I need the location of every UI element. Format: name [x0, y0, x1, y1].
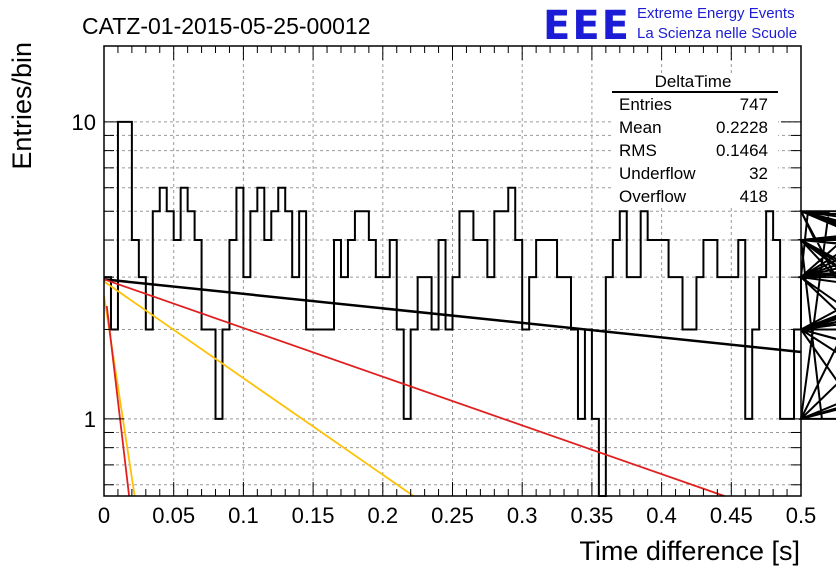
x-tick-label: 0.1: [228, 503, 259, 528]
stats-title: DeltaTime: [655, 72, 732, 91]
x-tick-labels: 0 0.05 0.1 0.15 0.2 0.25 0.3 0.35 0.4 0.45 0.5: [98, 503, 816, 528]
stats-row-value: 0.1464: [716, 141, 768, 160]
stats-row-label: Underflow: [619, 164, 696, 183]
fit-line-2: [103, 278, 725, 497]
y-tick-label: 1: [84, 407, 96, 432]
stats-row-value: 418: [740, 187, 768, 206]
y-tick-labels: 1 10: [72, 110, 96, 432]
y-axis-label: Entries/bin: [7, 42, 37, 170]
x-tick-label: 0.4: [646, 503, 677, 528]
chart-title: CATZ-01-2015-05-25-00012: [82, 13, 371, 39]
x-tick-label: 0.45: [710, 503, 753, 528]
axes: [103, 45, 802, 497]
x-axis-label: Time difference [s]: [579, 536, 800, 566]
stats-row-value: 32: [749, 164, 768, 183]
histogram-step-line: [104, 120, 836, 497]
y-tick-label: 10: [72, 110, 96, 135]
eee-logo-line1: Extreme Energy Events: [637, 5, 795, 22]
x-tick-label: 0.5: [786, 503, 817, 528]
fit-lines: [103, 278, 802, 497]
x-tick-label: 0.05: [152, 503, 195, 528]
stats-row-label: Entries: [619, 95, 672, 114]
x-tick-label: 0.25: [431, 503, 474, 528]
fit-line-1: [103, 278, 802, 354]
eee-logo: EEE Extreme Energy Events La Scienza nel…: [543, 3, 797, 49]
x-tick-label: 0.2: [368, 503, 399, 528]
stats-box-background: [612, 73, 778, 207]
x-tick-label: 0: [98, 503, 110, 528]
fit-line-5: [105, 305, 130, 497]
stats-row-value: 0.2228: [716, 118, 768, 137]
stats-row-label: RMS: [619, 141, 657, 160]
x-tick-label: 0.15: [292, 503, 335, 528]
histogram-path: [104, 120, 836, 497]
x-tick-label: 0.35: [570, 503, 613, 528]
stats-row-label: Mean: [619, 118, 662, 137]
eee-logo-line2: La Scienza nelle Scuole: [637, 25, 797, 42]
x-tick-label: 0.3: [507, 503, 538, 528]
stats-row-value: 747: [740, 95, 768, 114]
stats-box: DeltaTime Entries 747 Mean 0.2228 RMS 0.1464 U…: [612, 72, 778, 207]
stats-row-label: Overflow: [619, 187, 687, 206]
eee-logo-mark: EEE: [543, 3, 631, 49]
fit-line-3: [103, 280, 414, 497]
